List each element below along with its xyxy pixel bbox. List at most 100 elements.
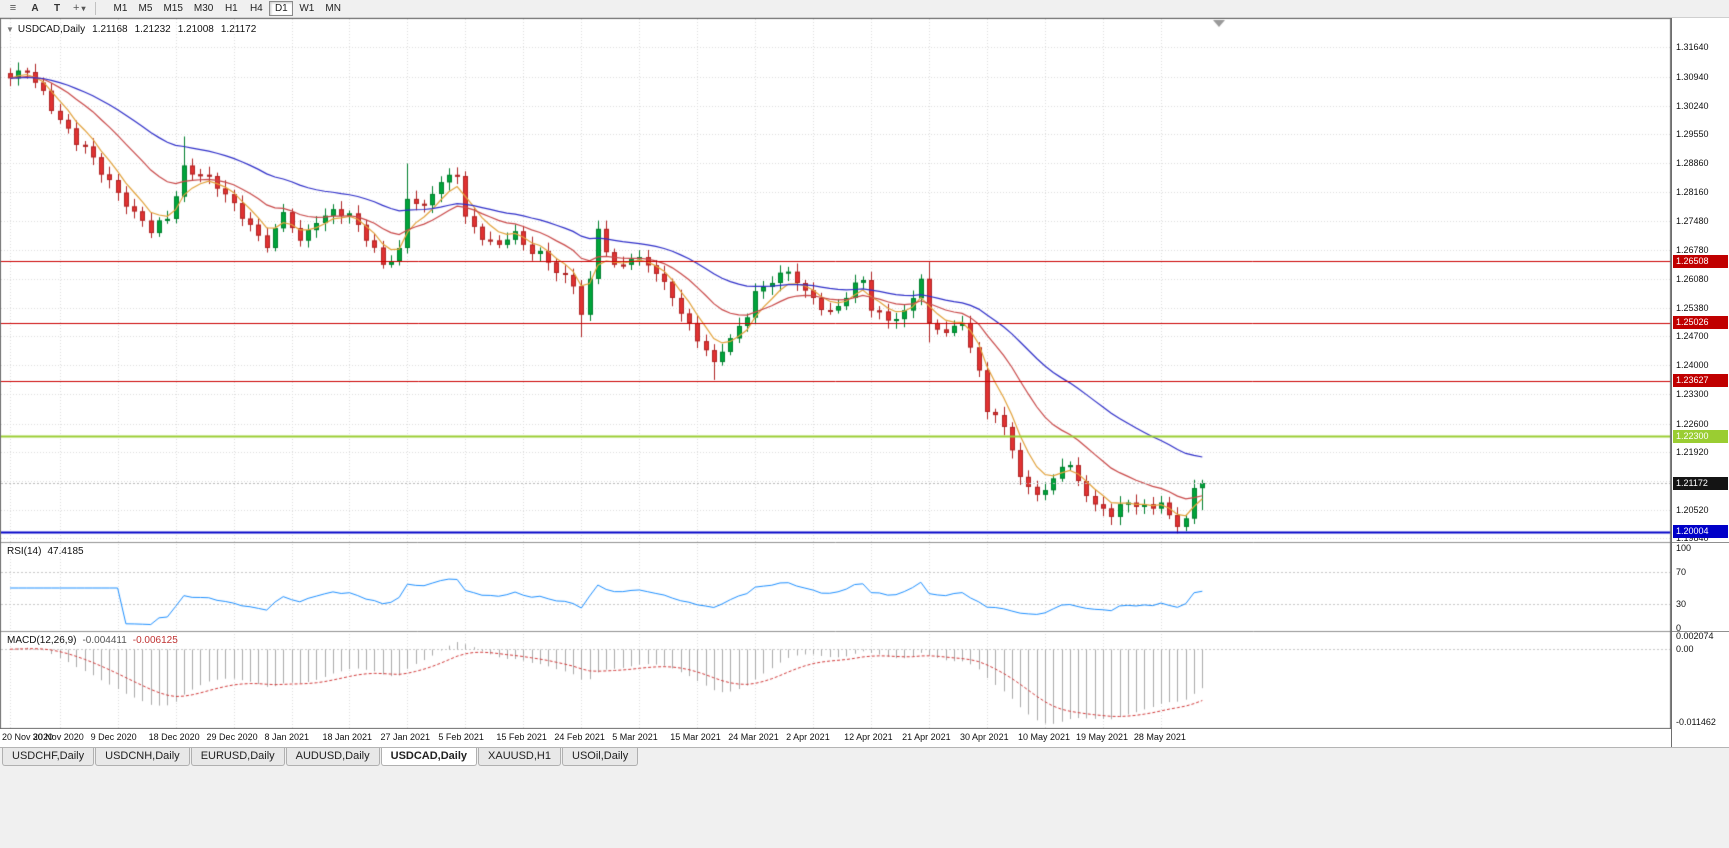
symbol-tab-usdcnh[interactable]: USDCNH,Daily <box>95 748 190 766</box>
price-axis-label: 1.29550 <box>1676 129 1709 140</box>
price-badge: 1.22300 <box>1673 429 1728 443</box>
date-axis-label: 15 Mar 2021 <box>670 732 721 742</box>
price-axis-label: 1.27480 <box>1676 215 1709 226</box>
rsi-axis-label: 0 <box>1676 623 1682 633</box>
text-tool-label: T <box>53 3 61 14</box>
date-axis-label: 18 Dec 2020 <box>148 732 200 742</box>
toolbar-separator <box>95 2 97 15</box>
chart-tab-bar: USDCHF,Daily USDCNH,Daily EURUSD,Daily AUDU… <box>0 747 1729 768</box>
date-axis: 20 Nov 2020 30 Nov 2020 9 Dec 2020 18 Dec 2… <box>0 729 1671 747</box>
timeframe-h1-button[interactable]: H1 <box>219 1 243 16</box>
price-axis-label: 1.26780 <box>1676 244 1709 255</box>
date-axis-label: 2 Apr 2021 <box>786 732 830 742</box>
price-badge: 1.21172 <box>1673 476 1728 490</box>
ohlc-high: 1.21232 <box>134 24 171 35</box>
annotation-a-button[interactable]: A <box>25 1 45 17</box>
menu-icon: ≡ <box>9 2 17 14</box>
date-axis-label: 27 Jan 2021 <box>380 732 430 742</box>
price-axis-label: 1.26080 <box>1676 273 1709 284</box>
date-axis-label: 24 Mar 2021 <box>728 732 779 742</box>
timeframe-m15-button[interactable]: M15 <box>158 1 187 16</box>
symbol-tab-xauusd[interactable]: XAUUSD,H1 <box>478 748 561 766</box>
macd-indicator-label: MACD(12,26,9) -0.004411 -0.006125 <box>7 635 178 646</box>
axis-pane-separator <box>1672 631 1729 632</box>
date-axis-label: 5 Mar 2021 <box>612 732 658 742</box>
price-axis: 1.31640 1.30940 1.30240 1.29550 1.28860 1.281… <box>1671 18 1729 747</box>
date-axis-label: 30 Nov 2020 <box>32 732 84 742</box>
window-bottom-area <box>0 768 1729 848</box>
ohlc-open: 1.21168 <box>92 24 128 35</box>
rsi-indicator-label: RSI(14) 47.4185 <box>7 546 84 557</box>
symbol-tab-audusd[interactable]: AUDUSD,Daily <box>285 748 380 766</box>
date-axis-label: 5 Feb 2021 <box>438 732 484 742</box>
timeframe-m1-button[interactable]: M1 <box>108 1 132 16</box>
axis-pane-separator <box>1672 542 1729 543</box>
chart-region: ▼ USDCAD,Daily 1.21168 1.21232 1.21008 1.2117… <box>0 18 1729 747</box>
timeframe-w1-button[interactable]: W1 <box>294 1 319 16</box>
symbol-tab-usdcad[interactable]: USDCAD,Daily <box>380 748 478 766</box>
macd-axis-label: 0.00 <box>1676 644 1694 655</box>
top-toolbar: ≡ A T + ▾ M1 M5 M15 M30 H1 H4 D1 W1 MN <box>0 0 1729 18</box>
date-axis-label: 15 Feb 2021 <box>496 732 547 742</box>
rsi-axis-label: 70 <box>1676 567 1687 577</box>
timeframe-h4-button[interactable]: H4 <box>244 1 268 16</box>
rsi-axis-label: 30 <box>1676 599 1687 609</box>
timeframe-d1-button[interactable]: D1 <box>269 1 294 16</box>
price-badge: 1.23627 <box>1673 374 1728 388</box>
drawing-tools-dropdown[interactable]: + ▾ <box>69 1 89 17</box>
price-axis-label: 1.20520 <box>1676 505 1709 516</box>
date-axis-label: 10 May 2021 <box>1018 732 1071 742</box>
rsi-value: 47.4185 <box>47 546 84 557</box>
chart-info-line: ▼ USDCAD,Daily 1.21168 1.21232 1.21008 1.2117… <box>6 24 256 35</box>
price-axis-label: 1.28160 <box>1676 187 1709 198</box>
price-badge: 1.26508 <box>1673 254 1728 268</box>
date-axis-label: 8 Jan 2021 <box>264 732 310 742</box>
macd-main-value: -0.004411 <box>82 635 127 646</box>
date-axis-label: 29 Dec 2020 <box>206 732 258 742</box>
timeframe-mn-button[interactable]: MN <box>320 1 346 16</box>
price-axis-label: 1.24700 <box>1676 331 1709 342</box>
macd-name: MACD(12,26,9) <box>7 635 77 646</box>
price-axis-label: 1.31640 <box>1676 42 1709 53</box>
charts-menu-button[interactable]: ≡ <box>3 1 23 17</box>
symbol-tab-usdchf[interactable]: USDCHF,Daily <box>2 748 95 766</box>
date-axis-label: 30 Apr 2021 <box>960 732 1009 742</box>
main-chart-canvas[interactable] <box>0 18 1671 729</box>
caret-down-icon: ▾ <box>81 4 86 13</box>
date-axis-label: 28 May 2021 <box>1133 732 1186 742</box>
price-badge: 1.20004 <box>1673 525 1728 539</box>
price-axis-label: 1.30240 <box>1676 100 1709 111</box>
price-axis-label: 1.30940 <box>1676 71 1709 82</box>
price-axis-label: 1.22600 <box>1676 418 1709 429</box>
price-axis-label: 1.19840 <box>1676 533 1709 544</box>
macd-signal-value: -0.006125 <box>132 635 178 646</box>
price-axis-label: 1.23300 <box>1676 389 1709 400</box>
rsi-axis-label: 100 <box>1676 543 1692 553</box>
rsi-name: RSI(14) <box>7 546 42 557</box>
date-axis-label: 18 Jan 2021 <box>322 732 373 742</box>
date-axis-label: 20 Nov 2020 <box>2 732 54 742</box>
price-axis-label: 1.24000 <box>1676 360 1709 371</box>
ohlc-low: 1.21008 <box>177 24 214 35</box>
date-axis-label: 21 Apr 2021 <box>902 732 951 742</box>
date-axis-label: 24 Feb 2021 <box>554 732 605 742</box>
chart-symbol-label: USDCAD,Daily <box>17 24 86 35</box>
text-tool-button[interactable]: T <box>47 1 67 17</box>
timeframe-group: M1 M5 M15 M30 H1 H4 D1 W1 MN <box>108 1 345 16</box>
date-axis-label: 12 Apr 2021 <box>844 732 893 742</box>
collapse-arrow-icon[interactable]: ▼ <box>6 25 14 34</box>
date-axis-label: 19 May 2021 <box>1075 732 1128 742</box>
price-badge: 1.25026 <box>1673 316 1728 330</box>
macd-axis-label: 0.002074 <box>1676 631 1714 641</box>
timeframe-m30-button[interactable]: M30 <box>189 1 218 16</box>
price-axis-label: 1.21920 <box>1676 446 1709 457</box>
symbol-tab-usoil[interactable]: USOil,Daily <box>562 748 639 766</box>
timeframe-m5-button[interactable]: M5 <box>133 1 157 16</box>
price-axis-label: 1.28860 <box>1676 158 1709 169</box>
annotation-a-label: A <box>31 3 39 14</box>
symbol-tab-eurusd[interactable]: EURUSD,Daily <box>190 748 285 766</box>
macd-axis-label: -0.011462 <box>1676 717 1716 727</box>
price-axis-label: 1.25380 <box>1676 302 1709 313</box>
date-axis-label: 9 Dec 2020 <box>90 732 137 742</box>
